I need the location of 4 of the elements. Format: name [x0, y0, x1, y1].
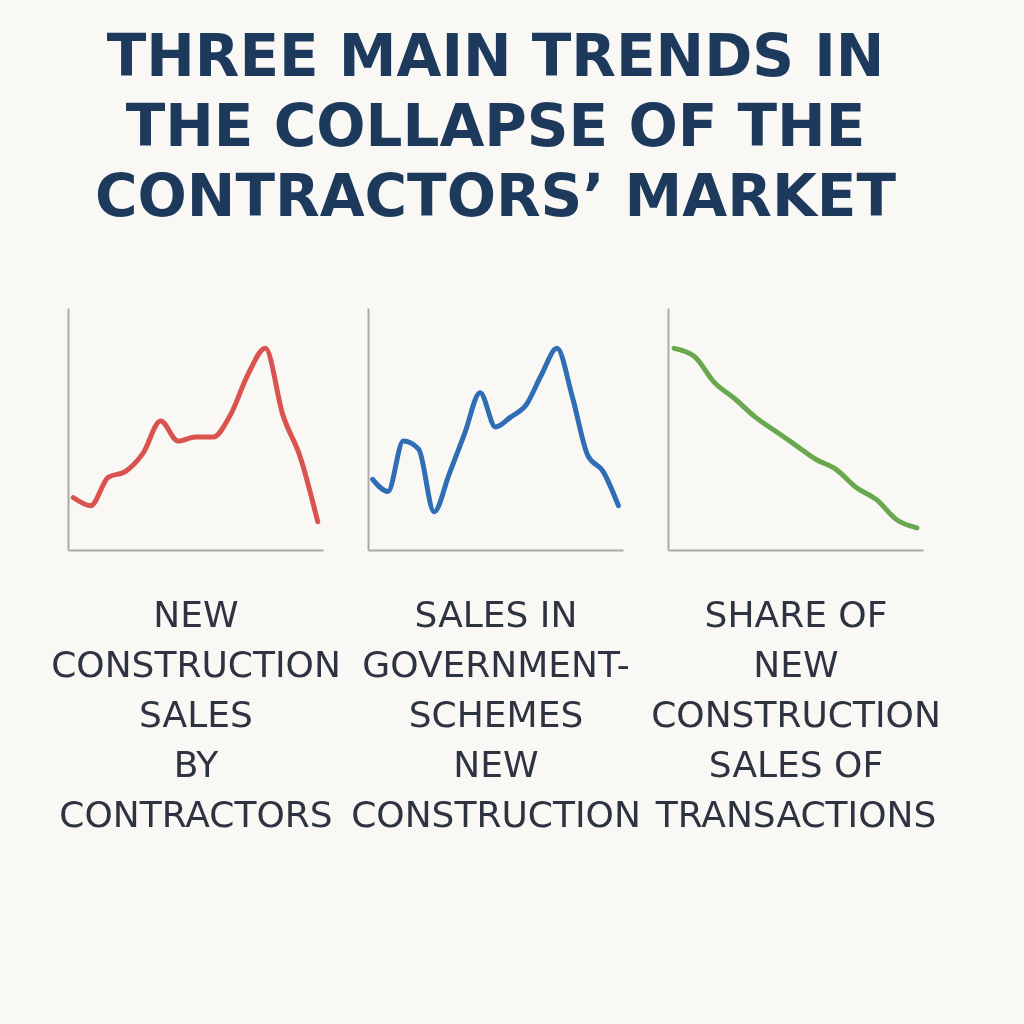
x-axis-title: SHARE OF NEW CONSTRUCTION SALES OF TRANSACTIONS	[651, 593, 941, 835]
text: THREE MAIN TRENDS IN THE COLLAPSE OF THE CONTRACTORS’ MARKET	[94, 22, 897, 230]
x-axis-title: SALES IN GOVERNMENT- SCHEMES NEW CONSTRUCTION	[351, 593, 641, 835]
x-axis-title: NEW CONSTRUCTION SALES BY CONTRACTORS	[51, 593, 341, 835]
